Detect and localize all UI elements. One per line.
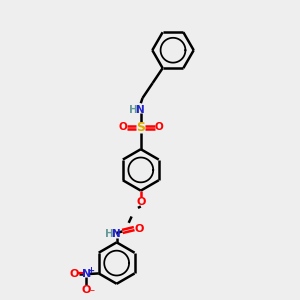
Text: H: H <box>129 104 137 115</box>
Text: O: O <box>82 285 91 295</box>
Text: N: N <box>112 229 121 239</box>
Text: O: O <box>155 122 164 132</box>
Text: O: O <box>118 122 127 132</box>
Text: N: N <box>82 269 91 279</box>
Text: N: N <box>136 104 145 115</box>
Text: H: H <box>104 229 113 239</box>
Text: ⁻: ⁻ <box>89 288 95 298</box>
Text: +: + <box>88 266 94 275</box>
Text: O: O <box>136 196 146 207</box>
Text: S: S <box>136 121 145 134</box>
Text: O: O <box>70 269 79 279</box>
Text: O: O <box>134 224 143 234</box>
